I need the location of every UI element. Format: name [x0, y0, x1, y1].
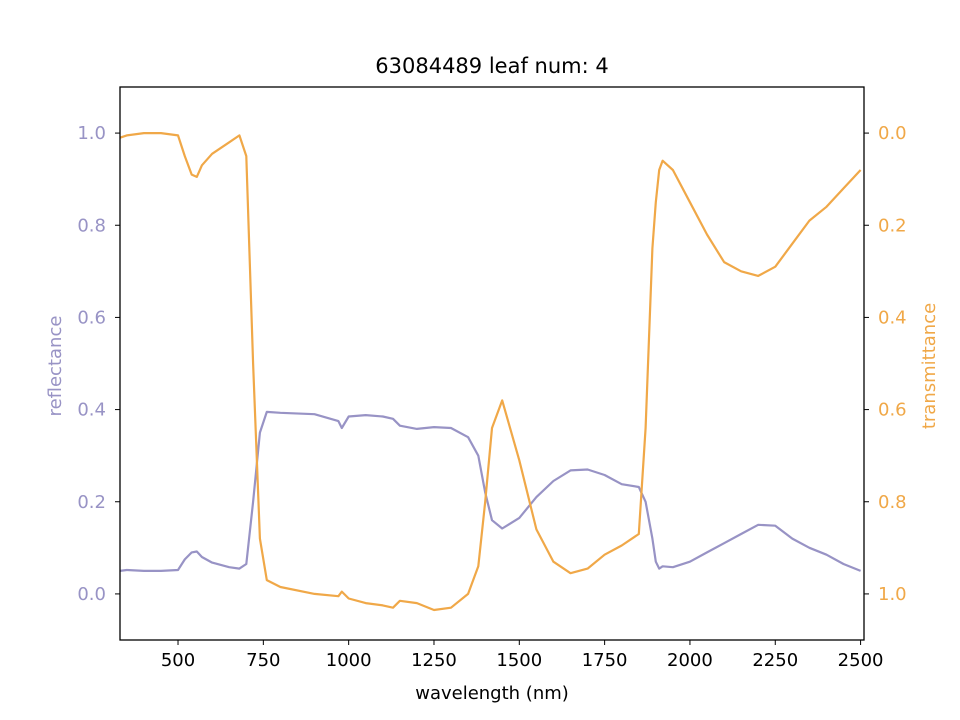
x-tick-label: 2500: [838, 650, 884, 671]
left-y-tick-label: 0.2: [77, 492, 106, 513]
x-tick-label: 1250: [411, 650, 457, 671]
right-y-axis: 0.0 0.2 0.4 0.6 0.8 1.0: [864, 123, 907, 605]
right-y-tick-label: 0.6: [878, 400, 907, 421]
x-tick-label: 1750: [582, 650, 628, 671]
x-tick-label: 2250: [752, 650, 798, 671]
left-y-tick-label: 0.6: [77, 307, 106, 328]
right-y-tick-label: 1.0: [878, 584, 907, 605]
left-y-tick-label: 0.0: [77, 584, 106, 605]
reflectance-line: [119, 410, 862, 573]
left-y-axis-label: reflectance: [45, 316, 66, 417]
plot-layer: [119, 132, 862, 612]
chart-title: 63084489 leaf num: 4: [375, 54, 608, 78]
x-tick-label: 1500: [496, 650, 542, 671]
x-tick-label: 1000: [326, 650, 372, 671]
right-y-tick-label: 0.4: [878, 307, 907, 328]
left-y-tick-label: 1.0: [77, 123, 106, 144]
transmittance-line: [119, 132, 862, 612]
right-y-axis-label: transmittance: [919, 303, 940, 429]
x-tick-label: 500: [161, 650, 195, 671]
x-axis: 500 750 1000 1250 1500 1750 2000 2250 2500: [161, 640, 884, 671]
left-y-tick-label: 0.8: [77, 215, 106, 236]
right-y-tick-label: 0.8: [878, 492, 907, 513]
left-y-axis: 0.0 0.2 0.4 0.6 0.8 1.0: [77, 123, 120, 605]
right-y-tick-label: 0.2: [878, 215, 907, 236]
right-y-tick-label: 0.0: [878, 123, 907, 144]
x-tick-label: 750: [246, 650, 280, 671]
x-axis-label: wavelength (nm): [415, 683, 569, 704]
x-tick-label: 2000: [667, 650, 713, 671]
plot-frame: [119, 86, 865, 641]
left-y-tick-label: 0.4: [77, 400, 106, 421]
